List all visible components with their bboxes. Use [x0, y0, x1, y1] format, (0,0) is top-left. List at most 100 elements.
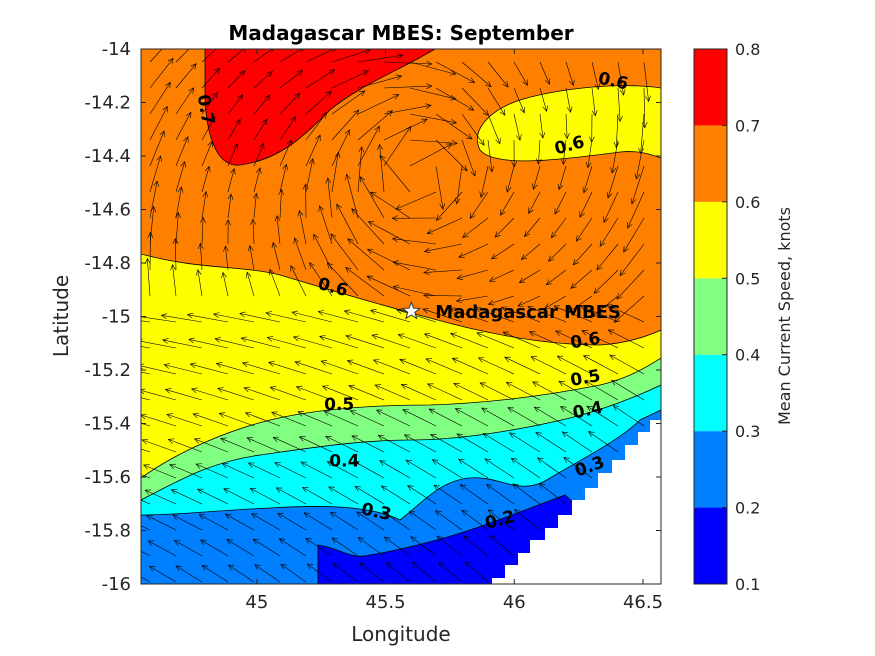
current-arrow-head [500, 209, 506, 216]
current-arrow-head [599, 240, 606, 247]
current-arrow-head [594, 83, 601, 90]
current-arrow-head [376, 409, 383, 415]
current-arrow-head [336, 203, 342, 211]
current-arrow [427, 383, 463, 401]
current-arrow [357, 110, 393, 141]
current-arrow [269, 269, 281, 297]
current-arrow [187, 314, 229, 323]
current-arrow [273, 437, 307, 453]
current-arrow [333, 563, 359, 583]
current-arrow [570, 269, 593, 289]
current-arrow-head [476, 332, 483, 338]
current-arrow-head [244, 411, 252, 418]
current-arrow [382, 511, 411, 531]
current-arrow-head [585, 161, 592, 169]
current-arrow-head [411, 561, 419, 568]
current-arrow [166, 414, 203, 427]
current-arrow [356, 511, 385, 531]
current-arrow-head [345, 267, 352, 273]
current-arrow [348, 385, 385, 401]
current-arrow-head [259, 142, 265, 150]
current-arrow-head [627, 222, 633, 229]
current-arrow [551, 217, 567, 238]
current-arrow-head [451, 140, 458, 146]
current-arrow-head [160, 313, 168, 319]
current-arrow-head [173, 540, 181, 546]
current-arrow-head [346, 359, 354, 366]
current-arrow [615, 113, 619, 148]
colorbar-segment [694, 201, 727, 279]
current-arrow [175, 212, 179, 245]
current-arrow [503, 331, 541, 349]
current-arrow-head [317, 310, 325, 316]
current-arrow [433, 484, 463, 505]
current-arrow [324, 410, 359, 427]
current-arrow [393, 286, 437, 297]
current-arrow [461, 61, 492, 88]
current-arrow [378, 435, 411, 453]
current-arrow [398, 334, 437, 349]
current-arrow-head [165, 81, 171, 89]
current-arrow-head [586, 405, 593, 412]
current-arrow-head [405, 125, 412, 133]
current-arrow-head [177, 186, 184, 193]
current-arrow-head [156, 155, 162, 162]
y-axis-label: Latitude [49, 275, 73, 357]
current-arrow [581, 330, 619, 349]
current-arrow-head [591, 110, 598, 117]
current-arrow-head [282, 163, 289, 171]
current-arrow-head [371, 334, 379, 340]
current-arrow [478, 357, 515, 375]
current-arrow-head [268, 361, 275, 367]
current-arrow-head [436, 535, 444, 542]
current-arrow [562, 139, 567, 165]
current-arrow-head [275, 487, 283, 493]
current-arrow [253, 143, 265, 167]
current-arrow-head [345, 334, 352, 341]
current-arrow [294, 237, 307, 271]
current-arrow [305, 134, 321, 167]
current-arrow [462, 217, 489, 238]
current-arrow [331, 129, 350, 167]
y-tick-label: -15.6 [84, 467, 131, 488]
current-arrow [175, 565, 203, 583]
current-arrow [249, 245, 255, 271]
current-arrow [165, 389, 203, 401]
current-arrow [586, 405, 619, 427]
current-arrow-head [200, 539, 207, 546]
current-arrow [479, 382, 515, 401]
current-arrow [469, 191, 489, 219]
current-arrow-head [435, 214, 443, 221]
y-tick-label: -14.2 [84, 93, 131, 114]
current-arrow-head [195, 269, 202, 276]
current-arrow-head [256, 167, 262, 174]
current-arrow-head [558, 380, 565, 387]
y-tick-label: -15.8 [84, 521, 131, 542]
current-arrow [423, 269, 463, 273]
current-arrow [171, 489, 203, 505]
current-arrow [319, 335, 359, 349]
current-arrow [354, 486, 385, 505]
current-arrow [141, 550, 151, 557]
current-arrow [293, 336, 333, 349]
site-marker: Madagascar MBES [401, 300, 621, 323]
current-arrow [253, 71, 273, 89]
current-arrow-head [274, 462, 281, 468]
current-arrow-head [386, 110, 393, 117]
current-arrow [460, 484, 489, 505]
current-arrow [201, 67, 220, 89]
current-arrow [222, 272, 229, 297]
current-arrow-head [399, 358, 406, 365]
current-arrow-head [226, 539, 233, 545]
current-arrow-head [445, 143, 453, 149]
contour-label: 0.5 [324, 395, 354, 415]
current-arrow-head [253, 192, 259, 200]
current-arrow [201, 141, 213, 167]
current-arrow [367, 248, 411, 271]
current-arrow-head [439, 203, 446, 210]
current-arrow-head [423, 333, 431, 339]
current-arrow [318, 311, 359, 323]
y-tick-label: -14.6 [84, 200, 131, 221]
current-arrow-head [351, 208, 358, 215]
current-arrow [174, 540, 203, 557]
